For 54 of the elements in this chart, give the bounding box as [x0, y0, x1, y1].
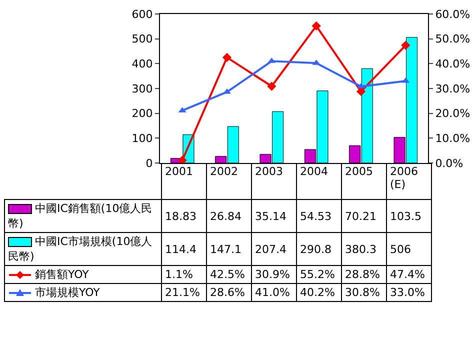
data-label: 28.6%	[206, 284, 252, 302]
data-label: 54.53	[296, 200, 342, 232]
data-label: 33.0%	[386, 284, 432, 302]
data-label: 1.1%	[162, 266, 206, 284]
point	[401, 40, 410, 50]
data-label: 35.14	[252, 200, 296, 232]
data-label: 42.5%	[206, 266, 252, 284]
data-label: 290.8	[296, 232, 342, 266]
data-label: 18.83	[162, 200, 206, 232]
data-label: 55.2%	[296, 266, 342, 284]
data-label: 114.4	[162, 232, 206, 266]
y2-tick-label: 10.0%	[435, 132, 470, 146]
data-label: 70.21	[342, 200, 386, 232]
y2-tick-label: 20.0%	[435, 107, 470, 120]
y-tick-label: 400	[132, 58, 153, 71]
data-label: 21.1%	[162, 284, 206, 302]
data-label: 41.0%	[252, 284, 296, 302]
x-tick-label: 2005	[342, 164, 386, 200]
point	[178, 156, 187, 163]
x-tick-label: 2001	[162, 164, 206, 200]
data-label: 47.4%	[386, 266, 432, 284]
data-label: 207.4	[252, 232, 296, 266]
y2-tick-label: 40.0%	[435, 58, 470, 71]
x-tick-label: 2003	[252, 164, 296, 200]
y-tick-label: 200	[132, 107, 153, 120]
legend-label: 中國IC市場規模(10億人民幣)	[8, 235, 152, 263]
data-label: 30.8%	[342, 284, 386, 302]
data-label: 26.84	[206, 200, 252, 232]
y2-tick-label: 0.0%	[435, 156, 464, 170]
y2-tick-label: 50.0%	[435, 32, 470, 46]
y-tick-label: 100	[132, 132, 153, 146]
y-tick-label: 0	[146, 156, 153, 170]
legend-label: 銷售額YOY	[35, 268, 89, 281]
data-label: 147.1	[206, 232, 252, 266]
x-tick-label: 2004	[296, 164, 342, 200]
x-tick-label: 2002	[206, 164, 252, 200]
legend-label: 市場規模YOY	[35, 286, 100, 299]
point	[222, 52, 232, 62]
data-label: 380.3	[342, 232, 386, 266]
y2-tick-label: 60.0%	[435, 8, 470, 21]
y-tick-label: 300	[132, 82, 153, 96]
y-tick-label: 500	[132, 32, 153, 46]
data-label: 30.9%	[252, 266, 296, 284]
data-label: 506	[386, 232, 432, 266]
point	[312, 21, 321, 30]
x-tick-label: 2006(E)	[386, 164, 432, 200]
legend-label: 中國IC銷售額(10億人民幣)	[8, 202, 152, 230]
data-label: 103.5	[386, 200, 432, 232]
y-tick-label: 600	[132, 8, 153, 21]
point	[267, 82, 276, 91]
y2-tick-label: 30.0%	[435, 82, 470, 96]
data-label: 40.2%	[296, 284, 342, 302]
data-label: 28.8%	[342, 266, 386, 284]
point	[356, 86, 366, 96]
